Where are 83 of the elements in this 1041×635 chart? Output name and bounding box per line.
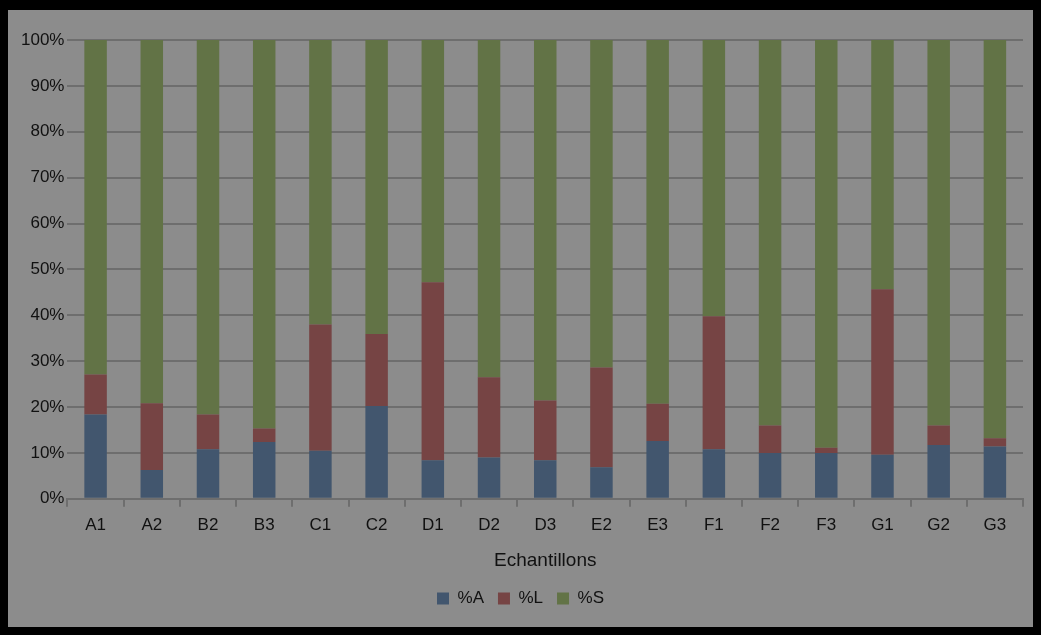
bar — [646, 403, 669, 441]
bar — [815, 452, 838, 498]
x-tick-label: C2 — [365, 514, 388, 534]
bar — [196, 414, 220, 450]
bar — [534, 40, 557, 401]
bar — [252, 428, 276, 442]
y-tick-label: 100% — [21, 29, 65, 49]
bar — [702, 449, 726, 498]
y-tick-label: 60% — [30, 213, 65, 233]
bar — [983, 438, 1007, 447]
bar — [534, 400, 557, 461]
x-tick-label: F3 — [816, 514, 837, 534]
legend-label: %A — [457, 588, 485, 608]
bar — [421, 40, 445, 283]
y-tick-label: 90% — [30, 75, 65, 95]
y-tick-label: 10% — [30, 442, 65, 462]
bar — [646, 40, 669, 404]
x-tick-label: B3 — [253, 514, 275, 534]
bar — [590, 467, 613, 498]
bar — [758, 40, 782, 426]
bar — [815, 447, 838, 453]
bar — [84, 374, 107, 415]
bar — [758, 452, 782, 498]
bar — [84, 40, 107, 375]
bar — [983, 40, 1007, 439]
x-tick-label: F2 — [760, 514, 780, 534]
bar — [590, 40, 613, 368]
y-tick-label: 0% — [39, 488, 65, 508]
bar — [646, 440, 669, 498]
bar — [871, 454, 894, 498]
bar — [421, 460, 445, 498]
bar — [477, 377, 501, 458]
bar — [252, 441, 276, 498]
bar — [983, 446, 1007, 498]
bar — [815, 40, 838, 448]
x-tick-label: G1 — [871, 514, 894, 534]
bar — [252, 40, 276, 429]
bar — [871, 289, 894, 455]
y-tick-label: 50% — [30, 259, 65, 279]
y-tick-label: 30% — [30, 350, 65, 370]
x-tick-label: D3 — [534, 514, 557, 534]
x-tick-label: C1 — [309, 514, 332, 534]
y-tick-label: 80% — [30, 121, 65, 141]
x-tick-label: A2 — [141, 514, 163, 534]
bar — [534, 460, 557, 498]
bar — [927, 425, 950, 446]
legend-label: %S — [577, 588, 604, 608]
bar — [365, 334, 388, 407]
x-tick-label: G2 — [927, 514, 951, 534]
bar — [196, 449, 220, 498]
bar — [702, 316, 726, 450]
bar — [140, 40, 164, 404]
y-tick-label: 20% — [30, 396, 65, 416]
x-tick-label: G3 — [983, 514, 1007, 534]
bar — [477, 40, 501, 378]
bar — [477, 457, 501, 498]
legend-label: %L — [518, 588, 544, 608]
bar — [758, 425, 782, 453]
x-tick-label: E2 — [591, 514, 612, 534]
y-tick-label: 40% — [30, 304, 65, 324]
bar — [927, 40, 950, 426]
y-tick-label: 70% — [30, 167, 65, 187]
x-tick-label: D2 — [478, 514, 500, 534]
x-axis-title: Echantillons — [494, 548, 597, 570]
bar — [927, 445, 950, 498]
bar — [871, 40, 894, 290]
bar — [702, 40, 726, 317]
bar — [140, 403, 164, 470]
bar — [84, 414, 107, 498]
bar — [309, 450, 332, 498]
x-tick-label: E3 — [647, 514, 669, 534]
bar — [140, 469, 164, 498]
bar — [309, 324, 332, 451]
x-tick-label: D1 — [421, 514, 444, 534]
x-tick-label: A1 — [85, 514, 106, 534]
bar — [590, 367, 613, 468]
bar — [421, 282, 445, 461]
bar — [365, 406, 388, 498]
x-tick-label: F1 — [703, 514, 724, 534]
bar — [196, 40, 220, 415]
bar — [365, 40, 388, 335]
bar — [309, 40, 332, 325]
x-tick-label: B2 — [197, 514, 219, 534]
